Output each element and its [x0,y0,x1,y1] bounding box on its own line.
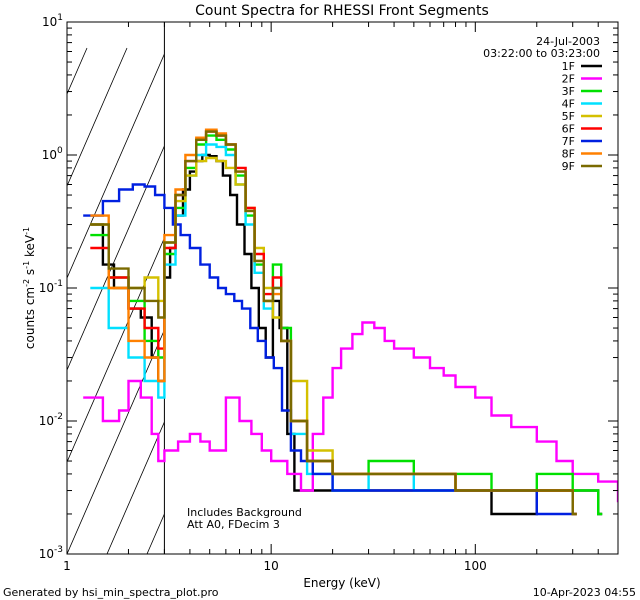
legend-label-9F: 9F [562,160,575,173]
y-tick-label: 10-2 [39,412,63,428]
series-2F [83,321,618,503]
hatch-line [106,420,165,554]
x-axis-label: Energy (keV) [303,576,380,590]
y-tick-label: 101 [42,13,63,29]
legend-label-2F: 2F [562,73,575,86]
legend-label-4F: 4F [562,98,575,111]
series-layer [83,128,618,516]
chart-title: Count Spectra for RHESSI Front Segments [195,3,489,19]
hatch-line [307,48,527,554]
annotation-background: Includes Background [187,506,302,519]
hatch-line [67,47,128,188]
date-label: 24-Jul-2003 [536,35,600,48]
series-7F [83,183,577,516]
annotation-attenuator: Att A0, FDecim 3 [187,518,280,531]
legend-label-7F: 7F [562,135,575,148]
footer-generator: Generated by hsi_min_spectra_plot.pro [3,586,219,599]
hatch-line [67,52,165,280]
y-tick-label: 10-3 [39,545,63,561]
hatch-line [187,48,407,554]
hatch-line [427,48,640,554]
footer-timestamp: 10-Apr-2023 04:55 [533,586,636,599]
y-tick-label: 10-1 [39,279,63,295]
x-tick-label: 100 [464,559,487,573]
legend-label-1F: 1F [562,60,575,73]
hatch-line [146,512,165,554]
hatch-line [67,47,88,96]
hatch-line [0,48,7,554]
hatch-line [627,48,640,554]
axis-ticks [66,22,619,555]
legend-label-8F: 8F [562,148,575,161]
series-3F [90,134,603,516]
axis-tick-labels: 1 10 100 101 100 10-1 10-2 10-3 [39,13,487,573]
y-axis-label: counts cm-2 s-1 keV-1 [22,227,37,349]
time-range-label: 03:22:00 to 03:23:00 [483,47,600,60]
hatch-line [67,328,165,554]
hatch-line [67,144,165,372]
legend-label-6F: 6F [562,123,575,136]
series-9F [90,130,577,516]
x-tick-label: 10 [264,559,279,573]
x-tick-label: 1 [63,559,71,573]
hatch-line [347,48,567,554]
legend-label-5F: 5F [562,110,575,123]
legend-label-3F: 3F [562,85,575,98]
y-tick-label: 100 [42,146,63,162]
